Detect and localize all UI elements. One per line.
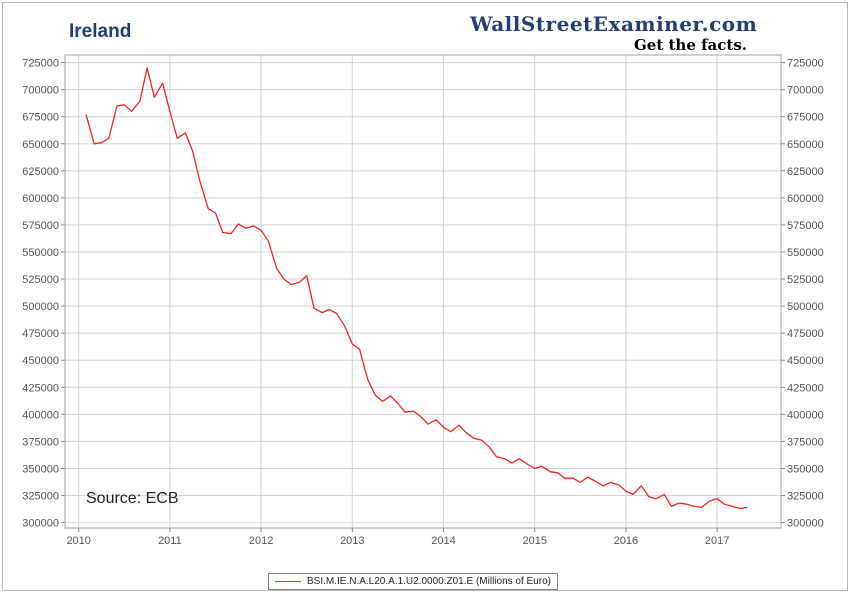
x-tick-label: 2013 xyxy=(340,535,364,547)
y-tick-label-left: 650000 xyxy=(22,139,59,151)
x-tick-label: 2012 xyxy=(249,535,273,547)
legend-label: BSI.M.IE.N.A.L20.A.1.U2.0000.Z01.E (Mill… xyxy=(307,576,551,587)
y-tick-label-left: 625000 xyxy=(22,166,59,178)
y-tick-label-left: 675000 xyxy=(22,112,59,124)
y-tick-label-right: 400000 xyxy=(787,409,824,421)
y-tick-label-left: 325000 xyxy=(22,491,59,503)
y-tick-label-right: 375000 xyxy=(787,436,824,448)
y-tick-label-left: 725000 xyxy=(22,58,59,70)
y-tick-label-right: 475000 xyxy=(787,328,824,340)
brand-tagline: Get the facts. xyxy=(634,36,748,54)
y-tick-label-right: 525000 xyxy=(787,274,824,286)
source-annotation: Source: ECB xyxy=(86,490,179,507)
y-tick-label-right: 650000 xyxy=(787,139,824,151)
y-tick-label-right: 625000 xyxy=(787,166,824,178)
x-tick-label: 2015 xyxy=(522,535,546,547)
brand-logo-text: WallStreetExaminer.com xyxy=(470,12,758,36)
x-tick-label: 2010 xyxy=(66,535,90,547)
y-tick-label-right: 575000 xyxy=(787,220,824,232)
y-tick-label-right: 300000 xyxy=(787,518,824,530)
chart-legend: BSI.M.IE.N.A.L20.A.1.U2.0000.Z01.E (Mill… xyxy=(268,573,558,590)
y-tick-label-left: 700000 xyxy=(22,85,59,97)
y-tick-label-left: 600000 xyxy=(22,193,59,205)
x-tick-label: 2016 xyxy=(614,535,638,547)
x-tick-label: 2017 xyxy=(705,535,729,547)
y-tick-label-right: 325000 xyxy=(787,491,824,503)
y-tick-label-left: 450000 xyxy=(22,355,59,367)
y-tick-label-right: 600000 xyxy=(787,193,824,205)
y-tick-label-left: 375000 xyxy=(22,436,59,448)
y-tick-label-left: 525000 xyxy=(22,274,59,286)
y-tick-label-left: 350000 xyxy=(22,463,59,475)
y-tick-label-left: 475000 xyxy=(22,328,59,340)
y-tick-label-right: 550000 xyxy=(787,247,824,259)
y-tick-label-right: 500000 xyxy=(787,301,824,313)
plot-area-border xyxy=(64,54,782,529)
series-line xyxy=(85,67,748,510)
x-tick-label: 2011 xyxy=(158,535,182,547)
y-tick-label-right: 450000 xyxy=(787,355,824,367)
y-tick-label-right: 675000 xyxy=(787,112,824,124)
y-tick-label-left: 575000 xyxy=(22,220,59,232)
x-tick-label: 2014 xyxy=(431,535,455,547)
y-tick-label-right: 725000 xyxy=(787,58,824,70)
y-tick-label-right: 350000 xyxy=(787,463,824,475)
y-tick-label-left: 425000 xyxy=(22,382,59,394)
y-tick-label-left: 300000 xyxy=(22,518,59,530)
legend-swatch xyxy=(275,581,301,582)
y-tick-label-right: 425000 xyxy=(787,382,824,394)
chart-title: Ireland xyxy=(69,21,132,42)
y-tick-label-left: 400000 xyxy=(22,409,59,421)
y-tick-label-left: 500000 xyxy=(22,301,59,313)
y-tick-label-left: 550000 xyxy=(22,247,59,259)
y-tick-label-right: 700000 xyxy=(787,85,824,97)
